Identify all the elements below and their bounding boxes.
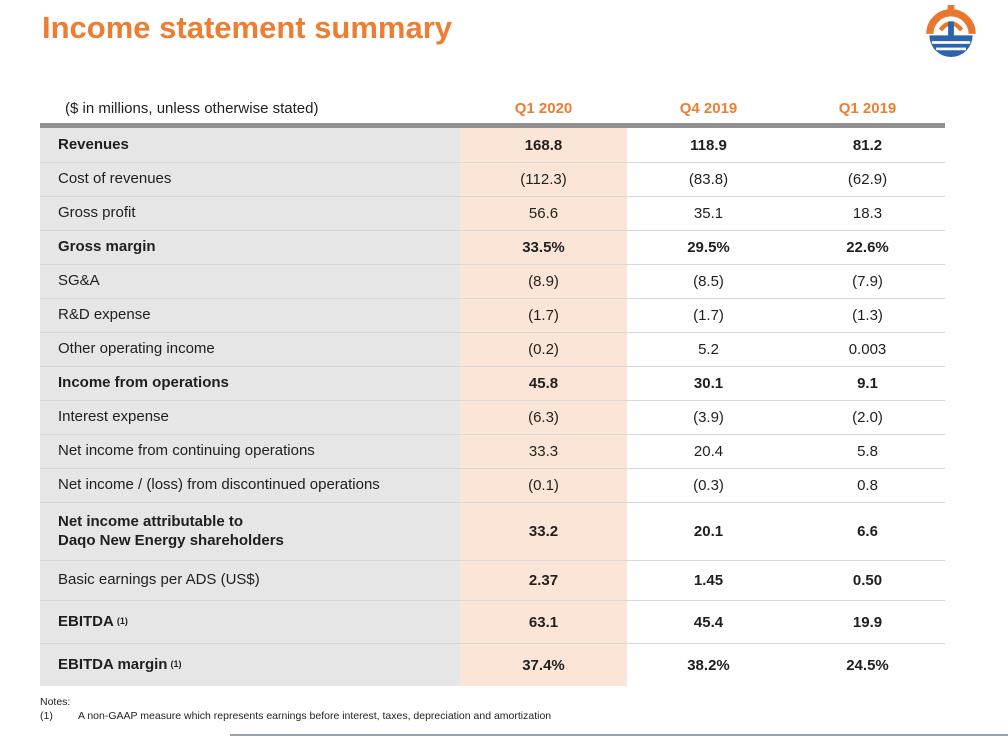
- income-statement-table: ($ in millions, unless otherwise stated)…: [40, 90, 945, 686]
- note-marker: (1): [40, 710, 53, 722]
- table-row: Interest expense (6.3) (3.9) (2.0): [40, 400, 945, 434]
- value-cell: 0.003: [848, 341, 887, 358]
- value-cell: 45.4: [693, 613, 724, 631]
- value-cell: 118.9: [690, 136, 727, 154]
- footer-rule: [230, 733, 1008, 736]
- table-body: Revenues 168.8 118.9 81.2 Cost of revenues (1…: [40, 128, 945, 686]
- value-cell: 0.8: [857, 477, 878, 494]
- table-header-row: ($ in millions, unless otherwise stated)…: [40, 90, 945, 123]
- value-cell: 0.50: [852, 572, 883, 589]
- value-cell: 35.1: [693, 205, 724, 222]
- table-row: Gross margin 33.5% 29.5% 22.6%: [40, 230, 945, 264]
- table-row: Net income attributable to Daqo New Energ…: [40, 502, 945, 560]
- column-header-q4-2019: Q4 2019: [679, 100, 738, 117]
- value-cell: (8.5): [693, 273, 724, 290]
- value-cell: 33.2: [460, 503, 627, 560]
- notes-block: Notes: (1) A non-GAAP measure which repr…: [40, 696, 551, 722]
- row-label: Interest expense: [40, 401, 460, 434]
- value-cell: 20.1: [693, 523, 724, 540]
- value-cell: 20.4: [693, 443, 724, 460]
- value-cell: 33.5%: [460, 231, 627, 264]
- value-cell: (62.9): [847, 171, 888, 188]
- unit-note: ($ in millions, unless otherwise stated): [65, 100, 319, 117]
- value-cell: 5.2: [698, 341, 719, 358]
- table-row: EBITDA margin (1) 37.4% 38.2% 24.5%: [40, 643, 945, 686]
- value-cell: 56.6: [460, 197, 627, 230]
- table-row: EBITDA (1) 63.1 45.4 19.9: [40, 600, 945, 643]
- value-cell: (1.3): [852, 307, 883, 324]
- table-row: Income from operations 45.8 30.1 9.1: [40, 366, 945, 400]
- value-cell: 37.4%: [460, 644, 627, 686]
- table-row: Revenues 168.8 118.9 81.2: [40, 128, 945, 162]
- row-label: Basic earnings per ADS (US$): [40, 561, 460, 600]
- value-cell: 19.9: [852, 613, 883, 631]
- value-cell: (83.8): [688, 171, 729, 188]
- table-row: Basic earnings per ADS (US$) 2.37 1.45 0.50: [40, 560, 945, 600]
- footnote-marker: (1): [116, 616, 128, 627]
- row-label: EBITDA (1): [40, 601, 460, 643]
- value-cell: (112.3): [460, 163, 627, 196]
- row-label: EBITDA margin (1): [40, 644, 460, 686]
- company-logo-icon: [926, 5, 976, 58]
- value-cell: (6.3): [460, 401, 627, 434]
- row-label: Other operating income: [40, 333, 460, 366]
- table-row: Cost of revenues (112.3) (83.8) (62.9): [40, 162, 945, 196]
- row-label: Gross profit: [40, 197, 460, 230]
- value-cell: 9.1: [857, 375, 878, 392]
- value-cell: 63.1: [460, 601, 627, 643]
- row-label: Net income from continuing operations: [40, 435, 460, 468]
- value-cell: (0.2): [460, 333, 627, 366]
- table-row: Gross profit 56.6 35.1 18.3: [40, 196, 945, 230]
- footnote-marker: (1): [170, 659, 182, 670]
- column-header-q1-2019: Q1 2019: [838, 100, 897, 117]
- value-cell: (7.9): [852, 273, 883, 290]
- row-label: Cost of revenues: [40, 163, 460, 196]
- column-header-q1-2020: Q1 2020: [514, 100, 573, 117]
- page-title: Income statement summary: [42, 10, 453, 45]
- row-label: R&D expense: [40, 299, 460, 332]
- table-row: Other operating income (0.2) 5.2 0.003: [40, 332, 945, 366]
- value-cell: 24.5%: [846, 656, 889, 674]
- value-cell: (2.0): [852, 409, 883, 426]
- table-row: Net income from continuing operations 33.…: [40, 434, 945, 468]
- header-divider-bar: [40, 123, 945, 128]
- value-cell: 81.2: [852, 136, 883, 154]
- value-cell: 30.1: [693, 375, 724, 392]
- table-row: SG&A (8.9) (8.5) (7.9): [40, 264, 945, 298]
- value-cell: 33.3: [460, 435, 627, 468]
- value-cell: (0.1): [460, 469, 627, 502]
- value-cell: (3.9): [693, 409, 724, 426]
- value-cell: 38.2%: [687, 656, 730, 674]
- value-cell: 6.6: [857, 523, 878, 540]
- value-cell: 5.8: [857, 443, 878, 460]
- value-cell: 168.8: [460, 128, 627, 162]
- note-text: A non-GAAP measure which represents earn…: [78, 710, 552, 722]
- value-cell: 1.45: [693, 572, 724, 589]
- row-label: Income from operations: [40, 367, 460, 400]
- row-label: Gross margin: [40, 231, 460, 264]
- value-cell: 2.37: [460, 561, 627, 600]
- value-cell: 22.6%: [846, 239, 889, 256]
- table-row: Net income / (loss) from discontinued op…: [40, 468, 945, 502]
- row-label: Net income attributable to Daqo New Energ…: [40, 503, 460, 560]
- row-label: Revenues: [40, 128, 460, 162]
- row-label: SG&A: [40, 265, 460, 298]
- value-cell: (8.9): [460, 265, 627, 298]
- value-cell: 29.5%: [687, 239, 730, 256]
- table-row: R&D expense (1.7) (1.7) (1.3): [40, 298, 945, 332]
- notes-heading: Notes:: [40, 696, 71, 708]
- note-item: (1) A non-GAAP measure which represents …: [40, 710, 551, 722]
- value-cell: 45.8: [460, 367, 627, 400]
- row-label: Net income / (loss) from discontinued op…: [40, 469, 460, 502]
- value-cell: 18.3: [852, 205, 883, 222]
- value-cell: (0.3): [693, 477, 724, 494]
- value-cell: (1.7): [693, 307, 724, 324]
- value-cell: (1.7): [460, 299, 627, 332]
